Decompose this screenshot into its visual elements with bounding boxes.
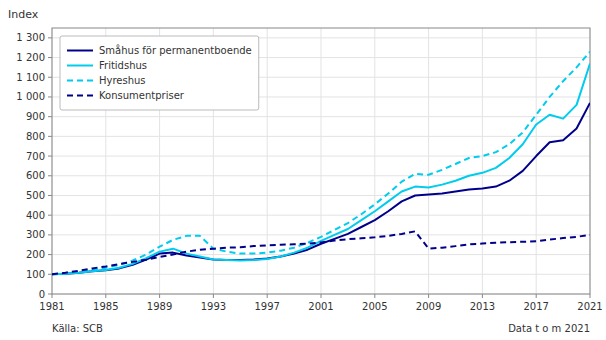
y-tick	[48, 96, 52, 97]
y-tick	[48, 234, 52, 235]
legend-label: Småhus för permanentboende	[99, 44, 252, 56]
x-tick-label: 1993	[201, 301, 226, 312]
series-line	[52, 231, 590, 274]
grid-line	[374, 28, 375, 294]
grid-line	[482, 28, 483, 294]
y-tick-label: 200	[26, 249, 45, 260]
y-tick	[48, 195, 52, 196]
y-tick-label: 400	[26, 210, 45, 221]
y-tick-label: 1 300	[16, 32, 45, 43]
annotation: Data t o m 2021	[508, 323, 590, 334]
x-tick	[590, 294, 591, 298]
annotation: Källa: SCB	[52, 323, 103, 334]
y-tick-label: 800	[26, 131, 45, 142]
grid-line	[536, 28, 537, 294]
legend-swatch	[67, 50, 93, 52]
y-tick-label: 1 000	[16, 91, 45, 102]
x-tick-label: 2009	[416, 301, 441, 312]
x-tick	[105, 294, 106, 298]
y-tick-label: 1 200	[16, 52, 45, 63]
legend: Småhus för permanentboende Fritidshus Hyre…	[60, 36, 259, 110]
grid-line	[428, 28, 429, 294]
y-tick-label: 500	[26, 190, 45, 201]
x-tick	[159, 294, 160, 298]
legend-box	[60, 36, 259, 110]
x-tick-label: 1997	[254, 301, 279, 312]
x-tick-label: 2005	[362, 301, 387, 312]
x-tick-label: 2013	[470, 301, 495, 312]
y-tick	[48, 37, 52, 38]
y-tick	[48, 116, 52, 117]
legend-swatch	[67, 80, 93, 82]
y-tick	[48, 136, 52, 137]
x-tick-label: 2001	[308, 301, 333, 312]
series-line	[52, 52, 590, 275]
grid-line	[321, 28, 322, 294]
y-tick	[48, 175, 52, 176]
axes: 0 100 200 300 400 500 600 700 800 900 1 000 1 100 1 …	[16, 32, 602, 312]
y-axis-label: Index	[8, 8, 39, 21]
x-tick-label: 2017	[523, 301, 548, 312]
y-tick	[48, 274, 52, 275]
series-line	[52, 63, 590, 274]
legend-swatch	[67, 65, 93, 67]
y-tick	[48, 294, 52, 295]
y-tick	[48, 156, 52, 157]
x-tick	[267, 294, 268, 298]
x-tick	[536, 294, 537, 298]
plot-area	[52, 28, 590, 294]
x-tick	[374, 294, 375, 298]
x-tick	[321, 294, 322, 298]
y-tick	[48, 77, 52, 78]
y-tick	[48, 57, 52, 58]
y-tick-label: 600	[26, 170, 45, 181]
y-tick-label: 300	[26, 229, 45, 240]
legend-label: Hyreshus	[99, 75, 146, 86]
y-tick-label: 700	[26, 151, 45, 162]
y-tick-label: 900	[26, 111, 45, 122]
x-tick	[213, 294, 214, 298]
plot-frame	[52, 28, 590, 294]
x-tick-label: 1981	[39, 301, 64, 312]
x-tick	[428, 294, 429, 298]
grid	[52, 28, 590, 294]
legend-label: Konsumentpriser	[99, 90, 185, 101]
y-tick-label: 1 100	[16, 72, 45, 83]
series-line	[52, 103, 590, 274]
grid-line	[267, 28, 268, 294]
legend-swatch	[67, 95, 93, 97]
legend-label: Fritidshus	[99, 60, 147, 71]
y-tick	[48, 254, 52, 255]
x-tick	[482, 294, 483, 298]
x-tick-label: 1985	[93, 301, 118, 312]
chart: 0 100 200 300 400 500 600 700 800 900 1 000 1 100 1 …	[0, 0, 606, 340]
x-tick-label: 2021	[577, 301, 602, 312]
x-tick	[52, 294, 53, 298]
y-tick	[48, 215, 52, 216]
y-tick-label: 100	[26, 269, 45, 280]
lines	[52, 52, 590, 275]
y-tick-label: 0	[39, 289, 45, 300]
x-tick-label: 1989	[147, 301, 172, 312]
